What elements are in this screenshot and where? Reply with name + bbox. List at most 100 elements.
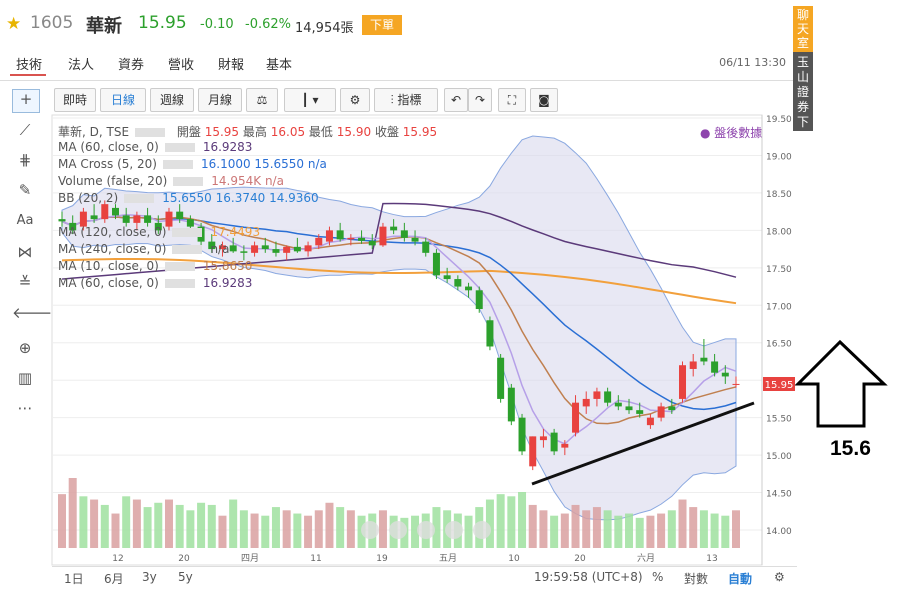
chart-toolbar: 即時 日線 週線 月線 ⚖ ┃ ▾ ⚙ ⫶ 指標 ↶ ↷ ⛶ ◙ bbox=[52, 85, 792, 113]
volume-bar bbox=[336, 507, 345, 548]
legend-buttons[interactable] bbox=[164, 262, 195, 271]
volume-bar bbox=[464, 515, 473, 548]
stock-price: 15.95 bbox=[138, 13, 187, 33]
candle-body bbox=[486, 320, 494, 347]
camera-icon[interactable]: ◙ bbox=[530, 88, 558, 112]
volume-bar bbox=[646, 515, 655, 548]
datetime: 06/11 13:30 bbox=[719, 56, 786, 69]
candle-body bbox=[646, 417, 654, 426]
broker-order-button[interactable]: 玉山證券下單 bbox=[793, 52, 813, 144]
tab-financials[interactable]: 財報 bbox=[218, 58, 245, 73]
legend-buttons[interactable] bbox=[164, 143, 195, 152]
tab-revenue[interactable]: 營收 bbox=[168, 58, 195, 73]
chat-room-button[interactable]: 聊天室 bbox=[793, 6, 813, 52]
range-5y[interactable]: 5y bbox=[178, 570, 193, 584]
scroll-left-icon[interactable] bbox=[361, 521, 379, 539]
legend-buttons[interactable] bbox=[172, 245, 203, 254]
legend-ma60b: MA (60, close, 0) 16.9283 bbox=[58, 276, 252, 290]
candle-body bbox=[432, 252, 440, 276]
legend-label: MA (120, close, 0) bbox=[58, 225, 167, 239]
order-button[interactable]: 下單 bbox=[362, 15, 402, 35]
star-icon[interactable]: ★ bbox=[6, 14, 22, 34]
scroll-right-icon[interactable] bbox=[473, 521, 491, 539]
volume-bar bbox=[68, 478, 77, 548]
candle-body bbox=[325, 230, 333, 242]
volume-bar bbox=[507, 496, 516, 548]
candle-body bbox=[69, 222, 77, 231]
ruler-icon[interactable]: ▥ bbox=[17, 369, 33, 387]
volume-bar bbox=[250, 513, 259, 548]
candle-type-icon[interactable]: ┃ ▾ bbox=[284, 88, 336, 112]
log-toggle[interactable]: 對數 bbox=[684, 572, 709, 586]
tab-technical[interactable]: 技術 bbox=[16, 58, 43, 73]
volume-bar bbox=[239, 510, 248, 548]
crosshair-icon[interactable]: + bbox=[12, 89, 40, 113]
close-value: 15.95 bbox=[402, 125, 438, 139]
measure-icon[interactable]: ≚ bbox=[18, 273, 32, 291]
legend-buttons[interactable] bbox=[172, 228, 203, 237]
trendline-icon[interactable]: ⟋ bbox=[19, 121, 31, 139]
scale-icon[interactable]: ⚖ bbox=[246, 88, 278, 112]
bollinger-band bbox=[61, 135, 737, 521]
candle-body bbox=[304, 245, 312, 252]
legend-buttons[interactable] bbox=[162, 160, 193, 169]
x-tick-label: 20 bbox=[574, 554, 586, 564]
brush-icon[interactable]: ✎ bbox=[18, 181, 32, 199]
zoom-in-icon[interactable] bbox=[445, 521, 463, 539]
candle-body bbox=[529, 436, 537, 467]
gear-icon[interactable]: ⚙ bbox=[340, 88, 370, 112]
legend-buttons[interactable] bbox=[124, 194, 155, 203]
candle-body bbox=[379, 226, 387, 246]
intraday-button[interactable]: 即時 bbox=[54, 88, 96, 112]
range-3y[interactable]: 3y bbox=[142, 570, 157, 584]
candle-body bbox=[58, 219, 66, 222]
volume-bar bbox=[282, 510, 291, 548]
candle-body bbox=[572, 402, 580, 433]
redo-icon[interactable]: ↷ bbox=[468, 88, 492, 112]
auto-toggle[interactable]: 自動 bbox=[728, 572, 753, 586]
legend-buttons[interactable] bbox=[164, 279, 195, 288]
candle-body bbox=[657, 406, 665, 418]
range-1d[interactable]: 1日 bbox=[64, 572, 84, 586]
active-tab-underline bbox=[10, 74, 46, 76]
candle-body bbox=[251, 245, 259, 253]
daily-button[interactable]: 日線 bbox=[100, 88, 146, 112]
candle-body bbox=[208, 241, 216, 250]
tab-margin[interactable]: 資券 bbox=[118, 58, 145, 73]
legend-ma60: MA (60, close, 0) 16.9283 bbox=[58, 140, 252, 154]
volume-bar bbox=[79, 496, 88, 548]
up-arrow-annotation bbox=[794, 339, 888, 428]
candle-body bbox=[636, 410, 644, 414]
text-icon[interactable]: Aa bbox=[16, 213, 34, 228]
candle-body bbox=[358, 237, 366, 241]
candle-body bbox=[507, 387, 515, 422]
candle-body bbox=[497, 357, 505, 399]
indicator-button[interactable]: ⫶ 指標 bbox=[374, 88, 438, 112]
volume-bar bbox=[689, 507, 698, 548]
percent-toggle[interactable]: % bbox=[652, 570, 664, 584]
last-price-label: 15.95 bbox=[765, 380, 794, 391]
legend-buttons[interactable] bbox=[173, 177, 204, 186]
tab-institutional[interactable]: 法人 bbox=[68, 58, 95, 73]
after-hours-link[interactable]: ● 盤後數據 bbox=[700, 126, 763, 140]
range-6m[interactable]: 6月 bbox=[104, 572, 124, 586]
settings-icon[interactable]: ⚙ bbox=[774, 570, 785, 584]
more-icon[interactable]: ⋯ bbox=[17, 399, 33, 417]
fib-icon[interactable]: ⋕ bbox=[18, 151, 32, 169]
volume-bar bbox=[485, 499, 494, 548]
volume-text: 14,954張 bbox=[295, 21, 354, 36]
zoom-out-icon[interactable] bbox=[389, 521, 407, 539]
volume-bar bbox=[197, 502, 206, 548]
zoom-icon[interactable]: ⊕ bbox=[18, 339, 32, 357]
monthly-button[interactable]: 月線 bbox=[198, 88, 242, 112]
nav-tabs: 技術 法人 資券 營收 財報 基本 06/11 13:30 bbox=[0, 50, 800, 81]
pattern-icon[interactable]: ⋈ bbox=[17, 243, 33, 261]
weekly-button[interactable]: 週線 bbox=[150, 88, 194, 112]
candle-body bbox=[668, 406, 676, 411]
undo-icon[interactable]: ↶ bbox=[444, 88, 468, 112]
reset-icon[interactable] bbox=[417, 521, 435, 539]
fullscreen-icon[interactable]: ⛶ bbox=[498, 88, 526, 112]
tab-basic[interactable]: 基本 bbox=[266, 58, 293, 73]
legend-buttons[interactable] bbox=[135, 128, 166, 137]
